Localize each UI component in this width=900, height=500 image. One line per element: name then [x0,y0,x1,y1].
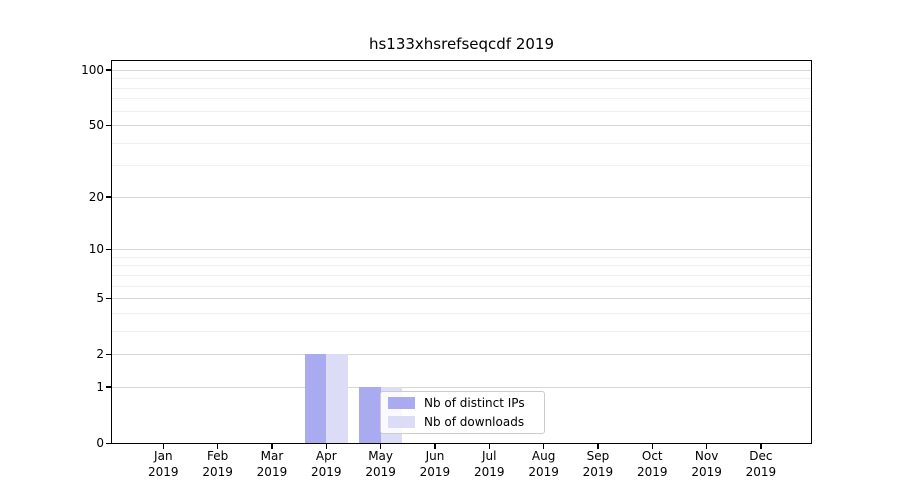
x-tick-label-jan: Jan 2019 [135,449,191,480]
x-tick-label-month: Jul [482,449,497,463]
legend-entry-distinct-ips: Nb of distinct IPs [388,396,536,410]
x-tick-label-year: 2019 [745,464,777,479]
gridline-major-10 [112,249,811,251]
x-tick-label-year: 2019 [148,464,179,479]
gridline-minor-80 [112,87,811,89]
bar-nb-of-distinct-ips-apr [304,354,327,443]
x-tick-label-aug: Aug 2019 [516,449,572,480]
gridline-minor-30 [112,165,811,167]
y-tick-label-20: 20 [88,189,104,204]
x-tick-jun [434,444,436,449]
bar-nb-of-distinct-ips-may [358,386,381,443]
y-tick-100 [106,69,111,71]
y-tick-5 [106,297,111,300]
legend-label-distinct-ips: Nb of distinct IPs [424,396,525,410]
y-tick-0 [106,442,111,444]
gridline-major-2 [112,354,811,356]
gridline-minor-7 [112,274,811,276]
x-tick-label-dec: Dec 2019 [733,449,789,480]
x-tick-may [379,444,382,449]
x-tick-label-sep: Sep 2019 [570,449,626,480]
gridline-minor-9 [112,256,811,258]
y-tick-label-1: 1 [96,379,104,394]
gridline-major-5 [112,298,811,300]
x-tick-label-month: Jan [154,449,173,463]
x-tick-label-year: 2019 [256,464,288,479]
y-tick-label-0: 0 [96,436,104,450]
legend-swatch-distinct-ips [388,397,415,409]
x-tick-label-year: 2019 [365,464,396,479]
y-tick-label-100: 100 [81,62,104,77]
x-tick-label-month: Jun [425,449,445,463]
legend-swatch-downloads [388,416,415,428]
x-tick-dec [760,444,762,449]
gridline-minor-6 [112,285,811,287]
x-tick-jan [162,444,165,449]
gridline-minor-3 [112,330,811,332]
x-tick-sep [597,444,599,449]
chart-title: hs133xhsrefseqcdf 2019 [368,35,555,53]
legend-label-downloads: Nb of downloads [424,415,525,429]
x-tick-label-year: 2019 [202,464,233,479]
x-tick-label-month: Aug [531,449,556,463]
gridline-minor-70 [112,98,811,100]
x-tick-label-mar: Mar 2019 [244,449,300,480]
x-tick-apr [325,444,328,449]
x-tick-label-year: 2019 [528,464,559,479]
gridline-minor-8 [112,265,811,267]
gridline-minor-90 [112,78,811,80]
gridline-major-20 [112,196,811,198]
legend: Nb of distinct IPs Nb of downloads [380,391,545,434]
x-tick-label-month: Mar [260,449,284,463]
y-tick-label-2: 2 [96,347,104,362]
x-tick-label-month: Dec [749,449,773,463]
y-tick-label-5: 5 [96,291,104,306]
x-tick-label-year: 2019 [582,464,614,479]
x-tick-label-month: Apr [315,449,337,463]
x-tick-label-may: May 2019 [353,449,409,480]
x-tick-label-month: Oct [641,449,663,463]
gridline-major-50 [112,125,811,127]
x-tick-label-month: Nov [694,449,719,463]
y-tick-20 [106,196,111,198]
x-tick-aug [542,444,545,449]
x-tick-nov [705,444,708,449]
x-tick-label-nov: Nov 2019 [679,449,735,480]
plot-area [111,60,812,444]
bar-nb-of-downloads-apr [326,354,348,443]
x-tick-label-jul: Jul 2019 [461,449,517,480]
x-tick-label-year: 2019 [473,464,505,479]
x-tick-label-month: May [368,449,394,463]
gridline-major-1 [112,386,811,388]
x-tick-jul [488,444,491,449]
x-tick-feb [216,444,219,449]
y-tick-10 [106,248,111,251]
x-tick-mar [271,444,273,449]
x-tick-oct [651,444,654,449]
gridline-minor-4 [112,312,811,314]
x-tick-label-month: Sep [586,449,610,463]
x-tick-label-year: 2019 [311,464,342,479]
y-tick-1 [106,386,111,388]
gridline-minor-60 [112,110,811,112]
x-tick-label-year: 2019 [691,464,722,479]
x-tick-label-month: Feb [207,449,229,463]
gridline-minor-40 [112,142,811,144]
x-tick-label-oct: Oct 2019 [624,449,680,480]
gridline-major-100 [112,69,811,71]
x-tick-label-feb: Feb 2019 [190,449,246,480]
x-tick-label-year: 2019 [636,464,668,479]
x-tick-label-year: 2019 [419,464,451,479]
x-tick-label-jun: Jun 2019 [407,449,463,480]
legend-entry-downloads: Nb of downloads [388,415,536,429]
x-tick-label-apr: Apr 2019 [298,449,354,480]
y-tick-label-10: 10 [88,242,104,257]
y-tick-50 [106,124,111,127]
y-tick-2 [106,353,111,356]
y-tick-label-50: 50 [88,118,104,133]
